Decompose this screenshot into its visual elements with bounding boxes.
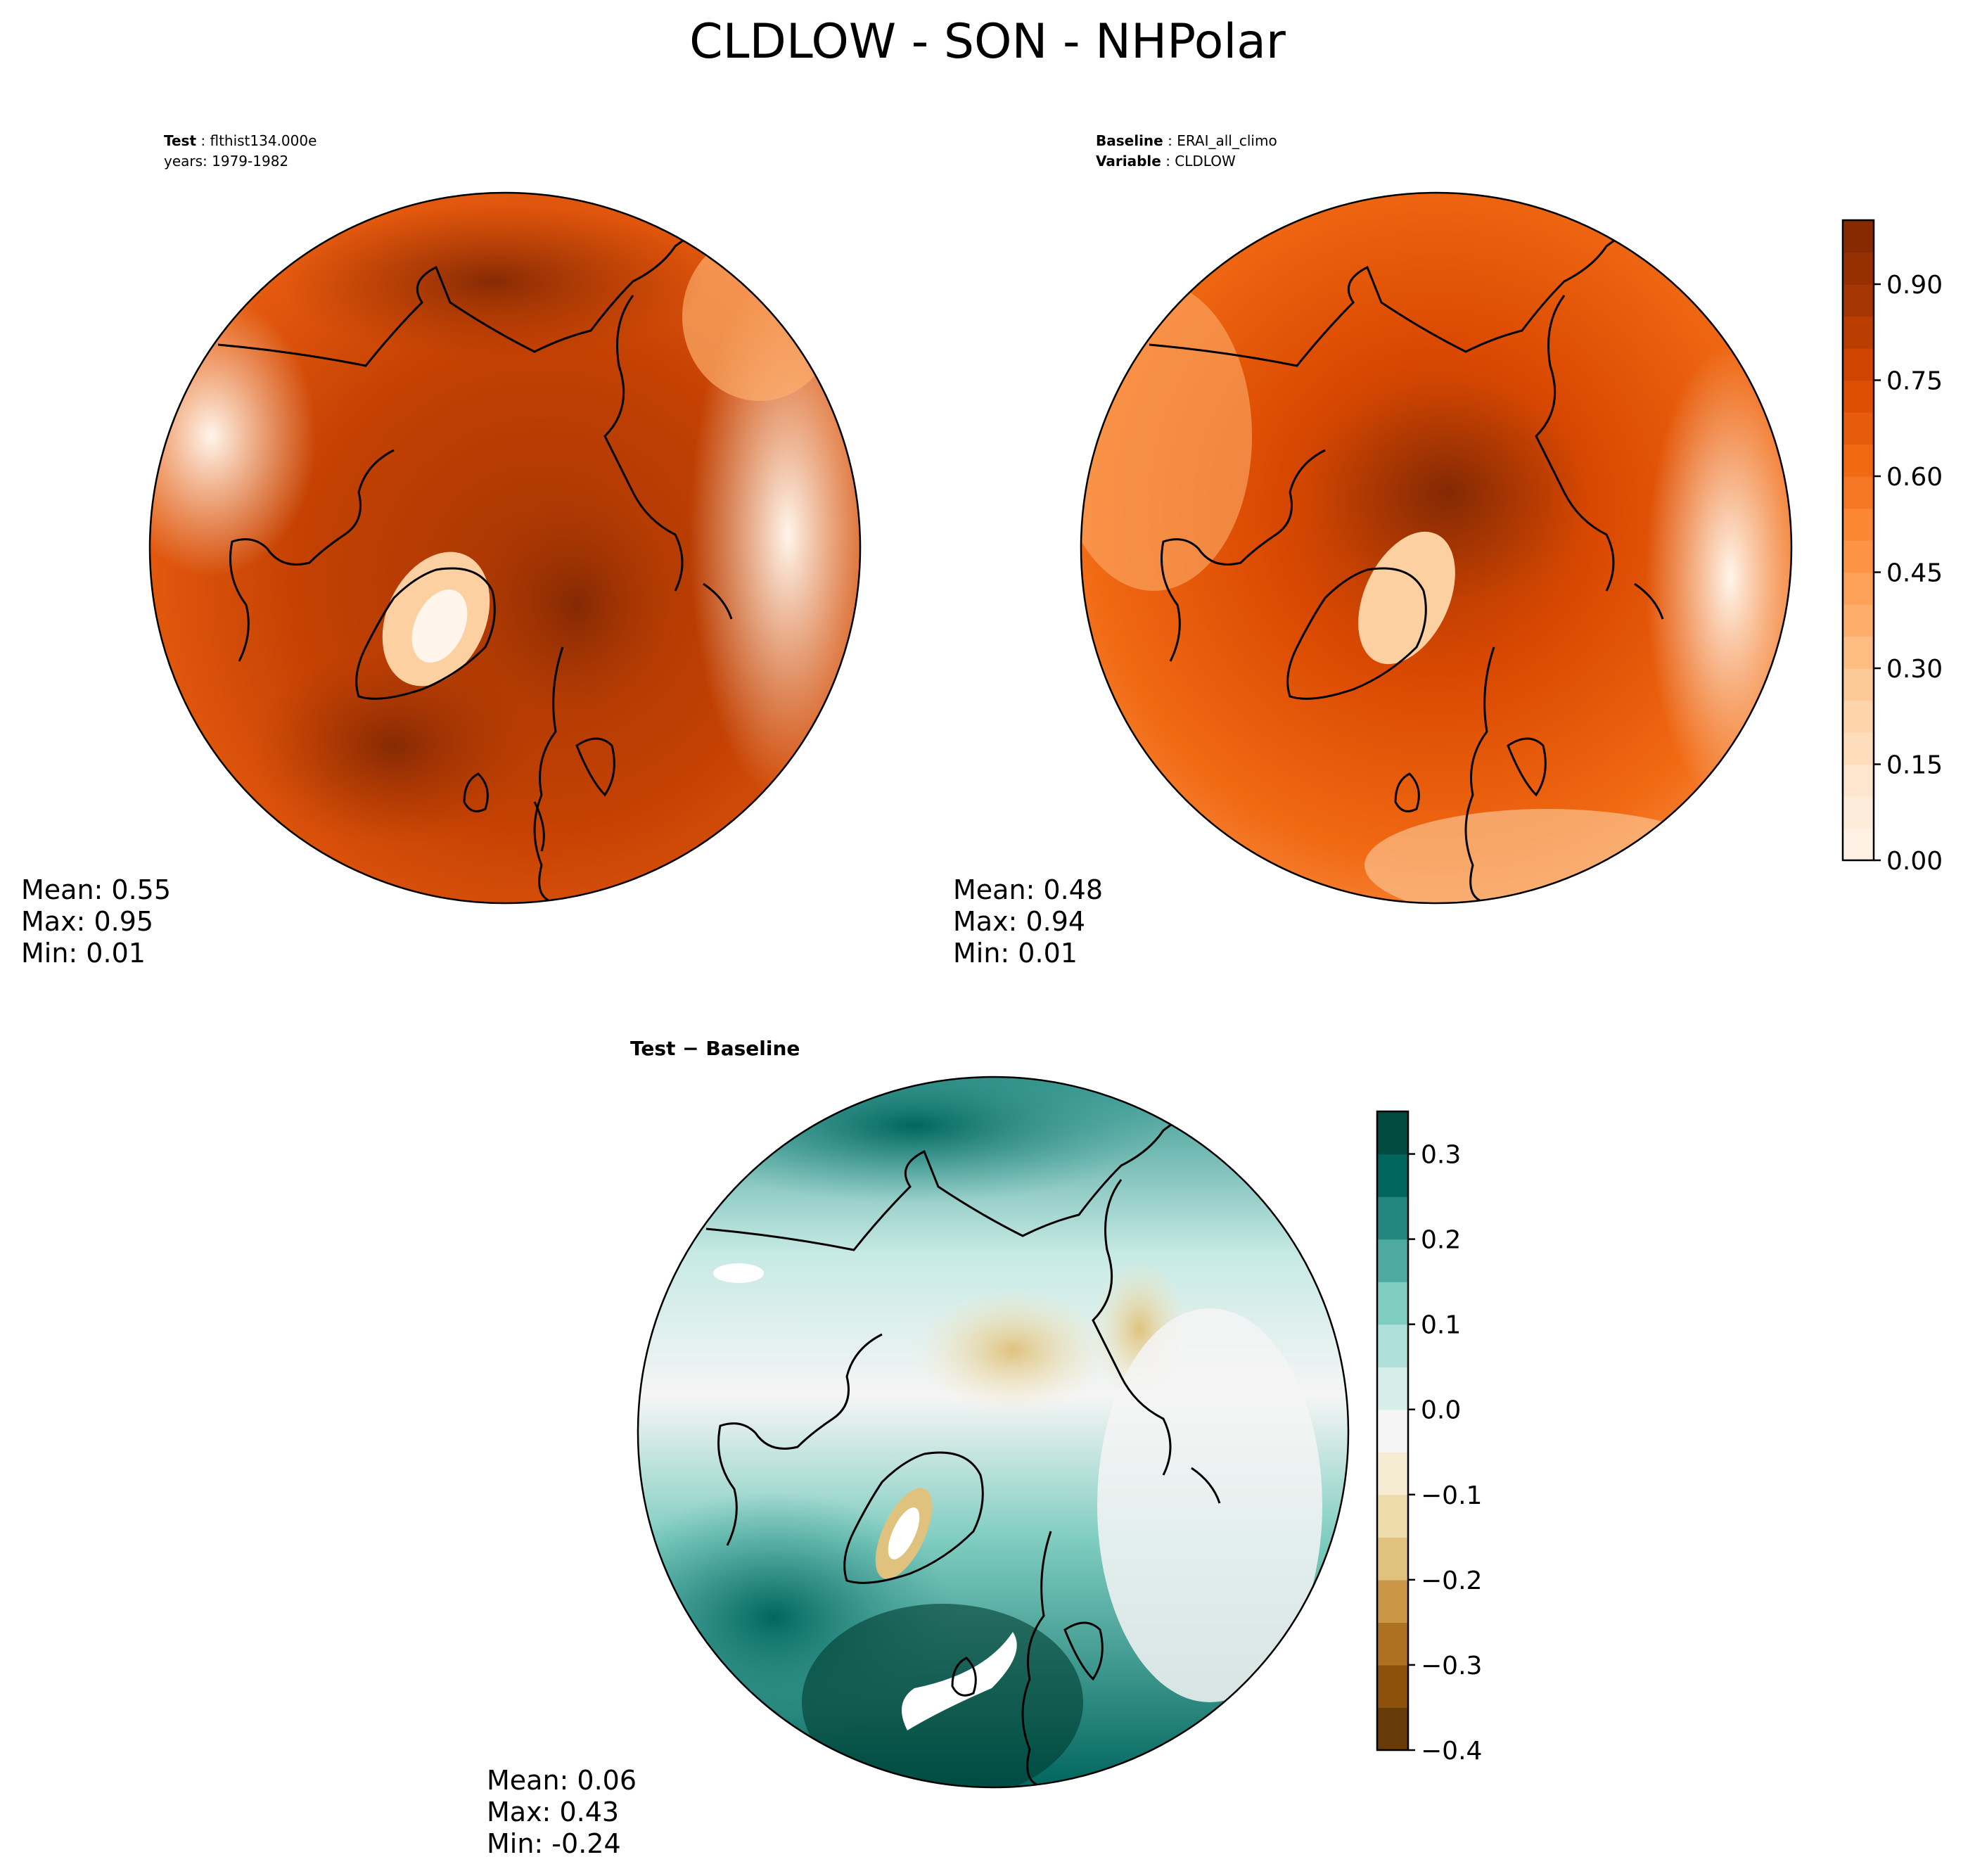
orange-colorbar-tick-label: 0.15 [1886, 751, 1943, 780]
baseline-variable-value: CLDLOW [1175, 153, 1236, 170]
diverging-colorbar-band [1377, 1579, 1408, 1623]
orange-colorbar-band [1843, 412, 1874, 445]
test-label-value: flthist134.000e [210, 132, 317, 149]
diverging-colorbar-band [1377, 1367, 1408, 1410]
orange-colorbar-tick-label: 0.90 [1886, 271, 1943, 300]
orange-colorbar-band [1843, 828, 1874, 861]
orange-colorbar: 0.00 0.15 0.30 0.45 0.60 0.75 0.90 [1841, 219, 1943, 876]
orange-colorbar-tick-label: 0.60 [1886, 463, 1943, 492]
baseline-min: Min: 0.01 [953, 938, 1078, 969]
orange-colorbar-band [1843, 284, 1874, 317]
diverging-colorbar-tick-label: 0.1 [1421, 1311, 1461, 1340]
diff-min: Min: -0.24 [487, 1828, 621, 1859]
diverging-colorbar-band [1377, 1409, 1408, 1453]
diverging-colorbar-tick-label: −0.1 [1421, 1481, 1482, 1510]
orange-colorbar-band [1843, 444, 1874, 477]
orange-colorbar-fill [1843, 220, 1874, 861]
diverging-colorbar-band [1377, 1537, 1408, 1581]
diverging-colorbar-tick-label: 0.3 [1421, 1141, 1461, 1170]
orange-colorbar-tick-label: 0.30 [1886, 655, 1943, 684]
diff-mean: Mean: 0.06 [487, 1765, 637, 1796]
diverging-colorbar-band [1377, 1664, 1408, 1709]
diverging-colorbar-tick-label: −0.3 [1421, 1652, 1482, 1680]
test-map-border [148, 191, 862, 905]
figure-title: CLDLOW - SON - NHPolar [689, 14, 1286, 70]
test-min: Min: 0.01 [21, 938, 146, 969]
baseline-label: Baseline : ERAI_all_climo [1096, 132, 1277, 149]
test-mean: Mean: 0.55 [21, 874, 171, 905]
baseline-mean: Mean: 0.48 [953, 874, 1103, 905]
test-map [150, 193, 860, 903]
orange-colorbar-band [1843, 732, 1874, 765]
orange-colorbar-band [1843, 348, 1874, 381]
orange-colorbar-band [1843, 796, 1874, 829]
baseline-label-key: Baseline [1096, 132, 1163, 149]
diverging-colorbar-band [1377, 1239, 1408, 1282]
diverging-colorbar: −0.4 −0.3 −0.2 −0.1 0.0 0.1 0.2 0.3 [1376, 1110, 1482, 1766]
diff-label: Test − Baseline [630, 1037, 800, 1060]
diverging-colorbar-band [1377, 1707, 1408, 1751]
diverging-colorbar-fill [1377, 1111, 1408, 1751]
orange-colorbar-band [1843, 668, 1874, 701]
baseline-label-value: ERAI_all_climo [1177, 132, 1277, 149]
diverging-colorbar-ticks: −0.4 −0.3 −0.2 −0.1 0.0 0.1 0.2 0.3 [1408, 1141, 1482, 1766]
baseline-variable-key: Variable [1096, 153, 1161, 170]
test-label: Test : flthist134.000e [164, 132, 317, 149]
orange-colorbar-band [1843, 316, 1874, 349]
diverging-colorbar-tick-label: 0.0 [1421, 1396, 1461, 1425]
orange-colorbar-tick-label: 0.00 [1886, 847, 1943, 876]
test-max: Max: 0.95 [21, 906, 153, 937]
baseline-panel: Baseline : ERAI_all_climo Variable : CLD… [953, 132, 1943, 969]
orange-colorbar-band [1843, 572, 1874, 605]
orange-colorbar-band [1843, 252, 1874, 285]
diverging-colorbar-band [1377, 1622, 1408, 1666]
orange-colorbar-tick-label: 0.45 [1886, 559, 1943, 588]
diverging-colorbar-band [1377, 1282, 1408, 1325]
orange-colorbar-band [1843, 476, 1874, 509]
diff-panel: Test − Baseline [487, 1037, 1482, 1859]
diff-map [638, 1077, 1348, 1787]
orange-colorbar-band [1843, 700, 1874, 733]
baseline-variable-label: Variable : CLDLOW [1096, 153, 1236, 170]
test-label-years: years: 1979-1982 [164, 153, 288, 170]
diverging-colorbar-band [1377, 1111, 1408, 1155]
orange-colorbar-band [1843, 508, 1874, 541]
test-label-key: Test [164, 132, 196, 149]
orange-colorbar-band [1843, 380, 1874, 413]
orange-colorbar-band [1843, 220, 1874, 253]
baseline-map-border [1080, 191, 1793, 905]
diff-map-border [637, 1076, 1350, 1789]
diverging-colorbar-tick-label: 0.2 [1421, 1226, 1461, 1255]
orange-colorbar-tick-label: 0.75 [1886, 367, 1943, 396]
diverging-colorbar-band [1377, 1324, 1408, 1367]
diff-max: Max: 0.43 [487, 1797, 619, 1827]
diverging-colorbar-band [1377, 1197, 1408, 1240]
diverging-colorbar-tick-label: −0.4 [1421, 1737, 1482, 1766]
diverging-colorbar-tick-label: −0.2 [1421, 1566, 1482, 1595]
diverging-colorbar-band [1377, 1154, 1408, 1197]
orange-colorbar-band [1843, 636, 1874, 669]
orange-colorbar-band [1843, 540, 1874, 573]
test-panel: Test : flthist134.000e years: 1979-1982 [21, 132, 862, 969]
orange-colorbar-ticks: 0.00 0.15 0.30 0.45 0.60 0.75 0.90 [1874, 271, 1943, 876]
diff-coastlines [705, 1094, 1263, 1786]
orange-colorbar-band [1843, 604, 1874, 637]
baseline-max: Max: 0.94 [953, 906, 1085, 937]
orange-colorbar-band [1843, 764, 1874, 797]
diverging-colorbar-band [1377, 1494, 1408, 1538]
diverging-colorbar-band [1377, 1452, 1408, 1495]
baseline-map [1081, 193, 1791, 903]
